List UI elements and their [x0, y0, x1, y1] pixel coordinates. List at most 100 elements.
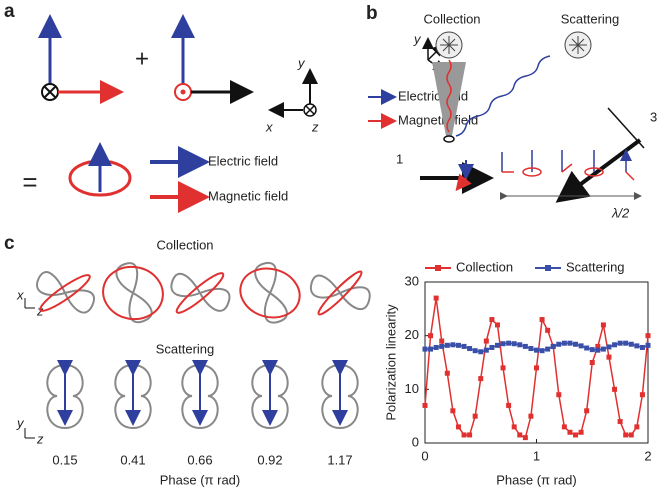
point: [433, 295, 439, 301]
point: [528, 413, 534, 419]
point: [617, 419, 623, 425]
dipoles: [501, 150, 634, 181]
y-axis-label: Polarization linearity: [383, 304, 398, 421]
point: [450, 342, 456, 348]
lobe: [170, 272, 231, 312]
polarization-ellipse: [39, 274, 91, 312]
into-symbol: [43, 85, 57, 99]
phase-axis-label: Phase (π rad): [160, 472, 241, 487]
legend-label: Magnetic field: [398, 112, 478, 127]
panel-label: a: [4, 1, 15, 22]
point: [489, 317, 495, 323]
phase-label: 0.92: [257, 452, 282, 467]
point: [623, 340, 629, 346]
point: [584, 345, 590, 351]
point: [511, 341, 517, 347]
beam-label: 1: [396, 151, 403, 166]
point: [612, 342, 618, 348]
point: [455, 424, 461, 430]
point: [556, 392, 562, 398]
point: [467, 432, 473, 438]
panel-a: a + y x z = Electric field Magnetic fiel…: [4, 1, 319, 213]
point: [612, 386, 618, 392]
point: [450, 408, 456, 414]
point: [589, 360, 595, 365]
point: [634, 424, 640, 430]
point: [506, 402, 512, 408]
point: [517, 342, 523, 348]
point: [433, 344, 439, 350]
collection-pattern: [309, 270, 371, 316]
axis: [24, 428, 35, 439]
point: [556, 341, 562, 347]
panel-label: c: [4, 233, 15, 254]
probe: [432, 62, 466, 136]
point: [472, 348, 478, 354]
x-tick-label: 2: [644, 448, 651, 463]
point: [567, 429, 573, 435]
point: [494, 342, 500, 348]
point: [628, 341, 634, 347]
collection-pattern: [239, 261, 301, 324]
point: [483, 347, 489, 353]
point: [461, 343, 467, 349]
point: [639, 344, 645, 350]
point: [472, 413, 478, 419]
beam-label: 3: [650, 109, 657, 124]
axis-label: y: [413, 31, 422, 46]
point: [478, 349, 484, 355]
point: [606, 344, 612, 350]
lobe: [115, 262, 153, 324]
phase-label: 0.15: [52, 452, 77, 467]
wave: [446, 59, 452, 133]
detector: [435, 31, 592, 59]
point: [494, 322, 500, 328]
axis-label: y: [297, 55, 306, 70]
y-tick-label: 20: [405, 327, 419, 342]
point: [467, 346, 473, 352]
point: [506, 340, 512, 346]
point: [461, 432, 467, 438]
polarization-ellipse: [102, 265, 164, 321]
point: [573, 432, 579, 438]
polarization-ellipse: [317, 270, 363, 316]
collection-pattern: [36, 271, 95, 314]
point: [517, 432, 523, 438]
point: [500, 365, 506, 371]
scatter-pattern: [114, 363, 152, 430]
point: [600, 322, 606, 328]
point: [444, 370, 450, 376]
row-title: Scattering: [156, 341, 215, 356]
point: [595, 343, 601, 349]
point: [545, 346, 551, 352]
point: [639, 392, 645, 398]
spacing-label: λ/2: [611, 205, 630, 220]
point: [606, 354, 612, 360]
point: [645, 342, 651, 348]
phase-label: 1.17: [327, 452, 352, 467]
row-title: Collection: [156, 237, 213, 252]
probe-tip: [443, 135, 455, 143]
chart: 0 10 20 30 0 1 2 Phase (π rad) Polarization line…: [383, 259, 651, 487]
point: [584, 408, 590, 414]
arrow: [455, 173, 472, 192]
plus: +: [135, 45, 149, 72]
legend-label: Electric field: [208, 153, 278, 168]
into-symbol: [305, 105, 315, 115]
out-symbol: [180, 89, 186, 95]
point: [623, 432, 629, 438]
y-tick-label: 30: [405, 273, 419, 288]
lobe: [254, 261, 288, 324]
legend-label: Scattering: [566, 259, 625, 274]
scatter-pattern: [46, 363, 84, 430]
axis-label: z: [311, 119, 319, 134]
point: [522, 435, 528, 441]
point: [455, 342, 461, 348]
point: [628, 432, 634, 438]
point: [578, 343, 584, 349]
point: [439, 338, 445, 344]
point: [500, 341, 506, 347]
x-tick-label: 1: [533, 448, 540, 463]
